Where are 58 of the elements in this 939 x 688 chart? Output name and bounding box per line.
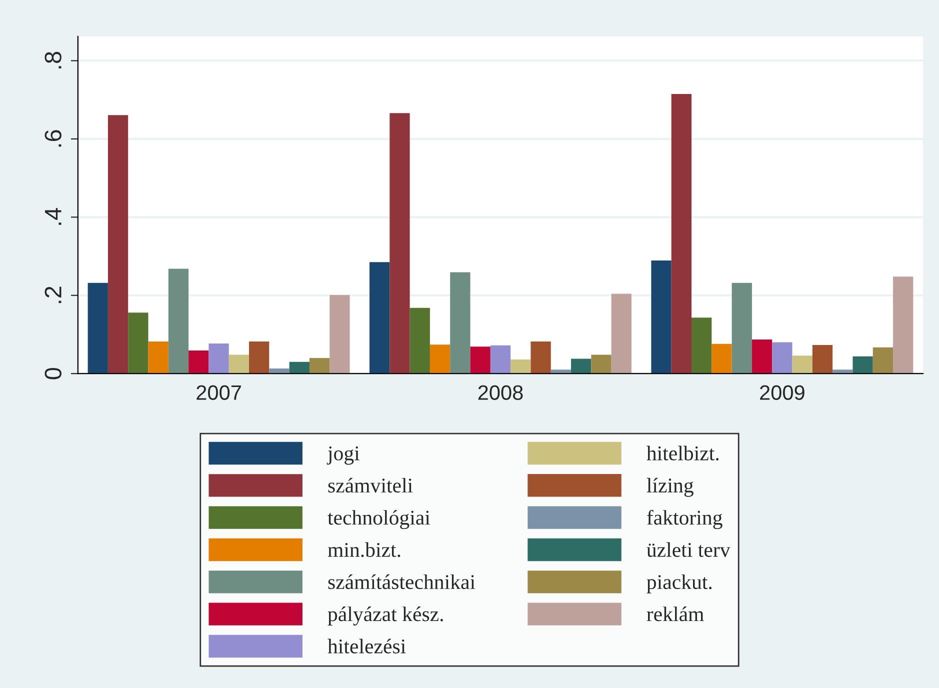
bar <box>108 115 128 374</box>
bar <box>128 312 148 374</box>
bar <box>651 260 672 374</box>
legend-label: hitelbizt. <box>646 446 719 460</box>
legend-label: reklám <box>646 606 704 622</box>
legend-label: pályázat kész. <box>328 606 443 626</box>
bar <box>732 282 752 374</box>
bar <box>893 276 914 374</box>
bar <box>792 356 812 374</box>
legend-label: min.bizt. <box>328 542 400 558</box>
bar <box>309 358 330 374</box>
bar <box>852 356 873 374</box>
legend-label: piackut. <box>646 574 712 594</box>
legend-label: hitelezési <box>328 638 406 654</box>
bar <box>269 368 290 374</box>
bar <box>752 340 772 374</box>
x-tick-label: 2007 <box>196 385 241 400</box>
legend-label: faktoring <box>647 510 722 530</box>
y-tick-label: 0 <box>44 368 62 380</box>
bar <box>490 345 511 374</box>
bar <box>88 282 108 374</box>
bar <box>530 342 551 374</box>
bar <box>591 354 612 374</box>
legend-label: számítástechnikai <box>328 574 476 590</box>
bar <box>571 358 592 374</box>
bar <box>510 360 531 374</box>
legend-label: technológiai <box>328 510 430 530</box>
bar <box>671 94 692 374</box>
bar <box>450 272 470 374</box>
bar <box>872 347 894 374</box>
legend-label: üzleti terv <box>646 542 730 557</box>
y-tick-label: .8 <box>44 52 62 68</box>
bar <box>692 318 712 374</box>
legend-label: jogi <box>326 446 360 465</box>
bar <box>148 342 168 374</box>
bar <box>390 113 410 374</box>
x-tick-label: 2009 <box>760 385 804 400</box>
legend-label: számviteli <box>328 478 413 493</box>
x-tick-label: 2008 <box>478 385 523 400</box>
bar <box>611 294 632 374</box>
bar <box>289 362 310 374</box>
bar <box>772 342 792 374</box>
y-tick-label: .2 <box>44 286 62 304</box>
bar <box>369 262 390 374</box>
bar <box>410 308 430 374</box>
legend-label: lízing <box>646 478 694 497</box>
bar <box>470 346 490 374</box>
bar <box>228 354 250 374</box>
bar <box>430 344 450 374</box>
bar <box>330 294 350 374</box>
bar <box>249 342 270 374</box>
bar <box>168 268 189 374</box>
y-tick-label: .6 <box>44 130 62 147</box>
bar <box>712 344 732 374</box>
y-tick-label: .4 <box>44 208 62 225</box>
bar <box>188 350 209 374</box>
bar <box>812 345 833 374</box>
bar <box>208 343 229 374</box>
